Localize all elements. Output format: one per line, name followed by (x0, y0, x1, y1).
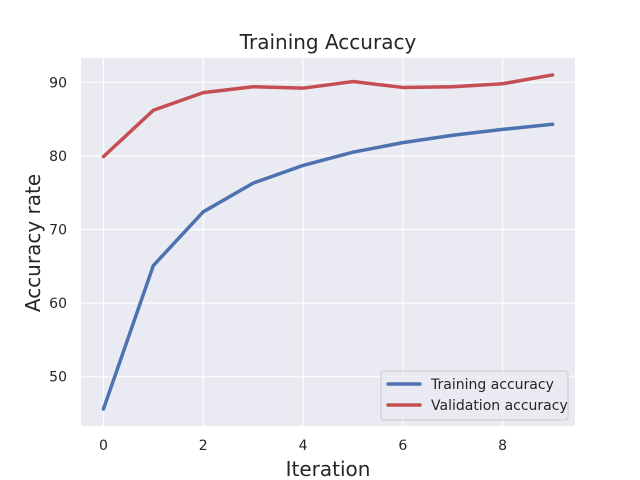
x-axis-label: Iteration (286, 457, 371, 480)
y-tick-label: 60 (49, 296, 67, 312)
y-tick-label: 70 (49, 222, 67, 238)
series-line-validation-accuracy (101, 73, 555, 159)
y-axis-label: Accuracy rate (21, 174, 45, 312)
grid-lines (81, 58, 575, 426)
x-tick-label: 4 (299, 438, 308, 454)
x-tick-label: 6 (398, 438, 407, 454)
x-axis-ticks: 0 2 4 6 8 (99, 438, 507, 454)
plot-background (81, 58, 575, 426)
y-tick-label: 50 (49, 370, 67, 386)
legend-label-training-accuracy: Training accuracy (430, 377, 554, 393)
x-tick-label: 0 (99, 438, 108, 454)
y-tick-label: 90 (49, 75, 67, 91)
legend-box (380, 370, 569, 421)
chart-title: Training Accuracy (239, 30, 417, 54)
legend: Training accuracy Validation accuracy (380, 370, 569, 421)
series-lines (101, 73, 555, 411)
x-tick-label: 2 (199, 438, 208, 454)
y-tick-label: 80 (49, 149, 67, 165)
y-axis-ticks: 50 60 70 80 90 (49, 75, 67, 385)
x-tick-label: 8 (498, 438, 507, 454)
series-line-training-accuracy (101, 122, 555, 411)
legend-label-validation-accuracy: Validation accuracy (431, 398, 568, 414)
